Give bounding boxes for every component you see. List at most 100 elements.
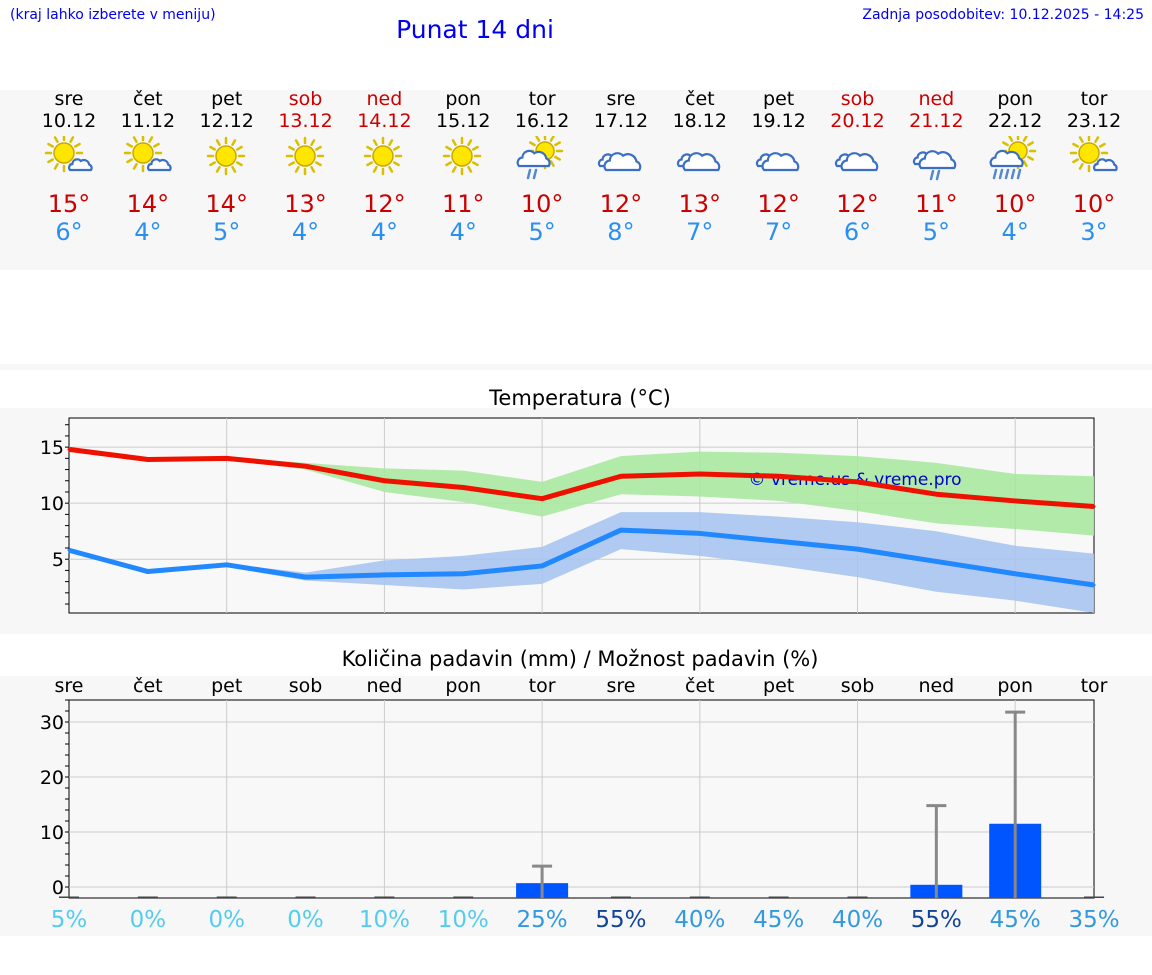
day-date: 23.12 — [1054, 110, 1134, 132]
x-tick-label: tor — [1081, 675, 1108, 697]
min-temperature: 6° — [818, 218, 898, 246]
min-temperature: 7° — [660, 218, 740, 246]
max-temperature-point — [541, 497, 544, 500]
precipitation-bar — [138, 897, 158, 899]
precipitation-probability-label: 0% — [130, 907, 167, 933]
day-column[interactable]: čet 18.12 13° 7° — [660, 88, 740, 246]
x-tick-label: sre — [55, 675, 84, 697]
day-column[interactable]: pet 12.12 14° 5° — [187, 88, 267, 246]
max-temperature: 10° — [975, 190, 1055, 218]
max-temperature: 10° — [502, 190, 582, 218]
day-date: 15.12 — [423, 110, 503, 132]
min-temperature-point — [462, 572, 465, 575]
x-tick-label: ned — [367, 675, 403, 697]
last-updated: Zadnja posodobitev: 10.12.2025 - 14:25 — [862, 7, 1144, 23]
sun-icon — [200, 136, 254, 186]
precipitation-probability-label: 45% — [753, 907, 804, 933]
day-date: 19.12 — [739, 110, 819, 132]
day-date: 21.12 — [896, 110, 976, 132]
precipitation-probability-label: 10% — [438, 907, 489, 933]
precipitation-probability-label: 0% — [287, 907, 324, 933]
sun-cloud-rain-icon — [515, 136, 569, 186]
x-tick-label: čet — [685, 675, 715, 697]
min-temperature-point — [935, 560, 938, 563]
x-tick-label: sob — [289, 675, 323, 697]
day-column[interactable]: pon 15.12 11° 4° — [423, 88, 503, 246]
divider — [0, 364, 1152, 370]
min-temperature: 7° — [739, 218, 819, 246]
max-temperature-point — [304, 465, 307, 468]
max-temperature: 12° — [344, 190, 424, 218]
day-date: 12.12 — [187, 110, 267, 132]
precipitation-chart-title: Količina padavin (mm) / Možnost padavin … — [0, 647, 1152, 671]
day-column[interactable]: sre 17.12 12° 8° — [581, 88, 661, 246]
day-name: pon — [975, 88, 1055, 110]
min-temperature: 8° — [581, 218, 661, 246]
day-column[interactable]: tor 23.12 10° 3° — [1054, 88, 1134, 246]
day-column[interactable]: sob 20.12 12° 6° — [818, 88, 898, 246]
day-name: pet — [739, 88, 819, 110]
precipitation-bar — [374, 897, 394, 899]
y-tick-label: 15 — [40, 437, 64, 459]
sun-cloud-icon — [1067, 136, 1121, 186]
precipitation-probability-label: 0% — [208, 907, 245, 933]
y-tick-label: 0 — [52, 877, 64, 899]
day-column[interactable]: ned 14.12 12° 4° — [344, 88, 424, 246]
max-temperature: 11° — [896, 190, 976, 218]
x-tick-label: ned — [918, 675, 954, 697]
plot-area — [69, 700, 1094, 898]
min-temperature-point — [541, 564, 544, 567]
max-temperature: 13° — [660, 190, 740, 218]
precipitation-bar — [217, 897, 237, 899]
day-column[interactable]: pon 22.12 10° 4° — [975, 88, 1055, 246]
precipitation-bar — [690, 897, 710, 899]
min-temperature: 4° — [344, 218, 424, 246]
day-name: pet — [187, 88, 267, 110]
precipitation-bar — [296, 897, 316, 899]
min-temperature: 4° — [423, 218, 503, 246]
max-temperature: 12° — [581, 190, 661, 218]
precipitation-bar — [769, 897, 789, 899]
day-date: 18.12 — [660, 110, 740, 132]
max-temperature-point — [619, 475, 622, 478]
sun-cloud-icon — [42, 136, 96, 186]
day-column[interactable]: sre 10.12 15° 6° — [29, 88, 109, 246]
day-name: sob — [818, 88, 898, 110]
sun-icon — [436, 136, 490, 186]
day-name: čet — [108, 88, 188, 110]
day-column[interactable]: ned 21.12 11° 5° — [896, 88, 976, 246]
day-column[interactable]: tor 16.12 10° 5° — [502, 88, 582, 246]
day-column[interactable]: čet 11.12 14° 4° — [108, 88, 188, 246]
x-tick-label: pon — [445, 675, 481, 697]
max-temperature-point — [1093, 505, 1096, 508]
precipitation-probability-label: 55% — [911, 907, 962, 933]
precipitation-probability-label: 40% — [674, 907, 725, 933]
min-temperature: 5° — [187, 218, 267, 246]
min-temperature: 4° — [975, 218, 1055, 246]
sun-cloud-icon — [121, 136, 175, 186]
temperature-chart: 51015© vreme.us & vreme.pro — [0, 408, 1152, 634]
day-name: sre — [29, 88, 109, 110]
day-date: 14.12 — [344, 110, 424, 132]
precipitation-probability-label: 45% — [990, 907, 1041, 933]
day-date: 20.12 — [818, 110, 898, 132]
max-temperature-point — [146, 458, 149, 461]
min-temperature-point — [146, 570, 149, 573]
min-temperature: 4° — [266, 218, 346, 246]
max-temperature-point — [68, 448, 71, 451]
precipitation-bar — [848, 897, 868, 899]
max-temperature-point — [1014, 499, 1017, 502]
max-temperature: 14° — [108, 190, 188, 218]
day-date: 10.12 — [29, 110, 109, 132]
max-temperature-point — [383, 479, 386, 482]
cloud-icon — [752, 136, 806, 186]
min-temperature: 6° — [29, 218, 109, 246]
day-date: 16.12 — [502, 110, 582, 132]
day-date: 17.12 — [581, 110, 661, 132]
precipitation-bar — [1084, 897, 1104, 899]
day-date: 13.12 — [266, 110, 346, 132]
max-temperature: 12° — [818, 190, 898, 218]
day-column[interactable]: sob 13.12 13° 4° — [266, 88, 346, 246]
day-name: ned — [896, 88, 976, 110]
day-column[interactable]: pet 19.12 12° 7° — [739, 88, 819, 246]
